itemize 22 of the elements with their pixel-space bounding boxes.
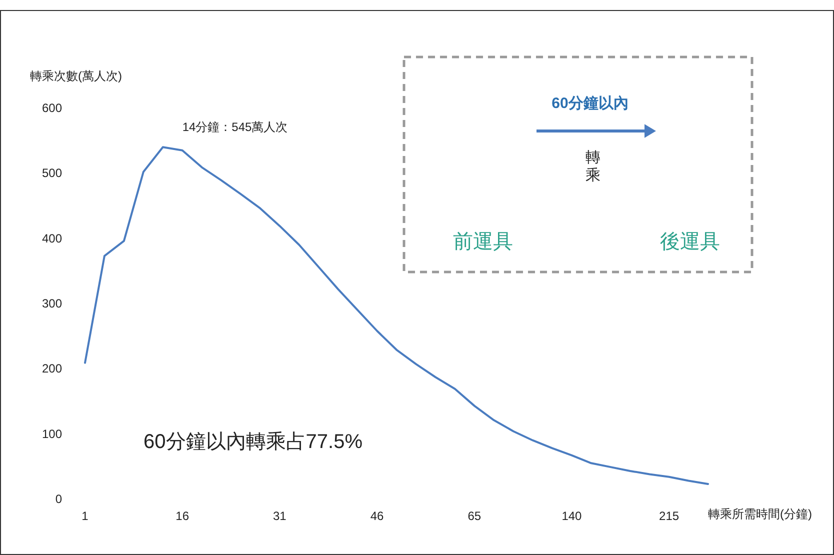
- x-tick-label: 16: [176, 509, 190, 523]
- y-tick-label: 600: [42, 101, 62, 115]
- y-axis-title: 轉乘次數(萬人次): [30, 69, 122, 83]
- x-tick-label: 31: [273, 509, 287, 523]
- y-tick-label: 200: [42, 362, 62, 376]
- x-axis-title: 轉乘所需時間(分鐘): [708, 507, 812, 521]
- x-tick-label: 215: [659, 509, 680, 523]
- y-tick-label: 300: [42, 296, 62, 310]
- annotation: 60分鐘以內: [552, 95, 628, 112]
- annotation: 前運具: [453, 231, 513, 253]
- y-tick-label: 400: [42, 231, 62, 246]
- y-tick-label: 100: [42, 426, 62, 441]
- x-tick-label: 140: [562, 509, 582, 523]
- x-tick-label: 46: [370, 509, 384, 523]
- y-tick-label: 500: [42, 166, 62, 180]
- annotation: 60分鐘以內轉乘占77.5%: [144, 431, 363, 453]
- x-tick-label: 1: [82, 509, 89, 523]
- annotation: 轉乘: [586, 149, 600, 184]
- x-tick-label: 65: [468, 509, 482, 523]
- y-tick-label: 0: [55, 492, 62, 506]
- annotation: 後運具: [660, 231, 720, 253]
- annotation: 14分鐘：545萬人次: [182, 120, 288, 134]
